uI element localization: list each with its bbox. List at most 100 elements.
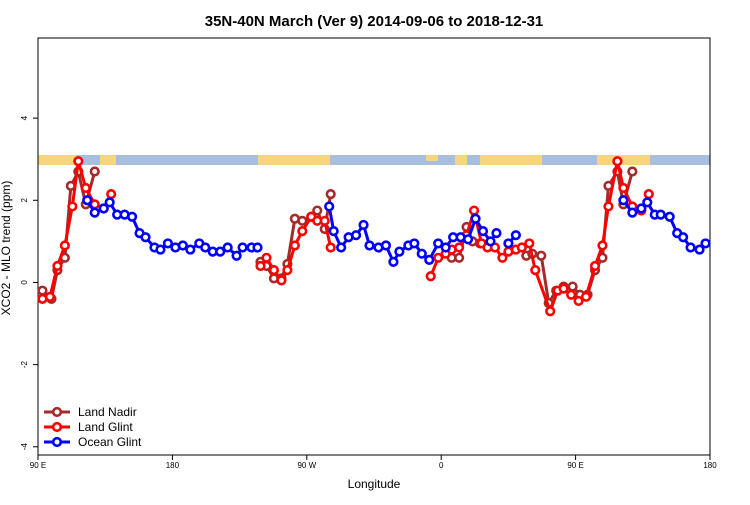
x-tick-label: 180 [703, 461, 717, 470]
data-point [80, 182, 91, 194]
data-point [237, 242, 248, 253]
data-point [336, 242, 347, 253]
data-point [388, 256, 399, 268]
land-band [455, 155, 467, 165]
data-point [700, 238, 711, 249]
data-point [530, 265, 541, 276]
data-point [491, 228, 502, 239]
data-point [416, 248, 427, 259]
legend-label: Land Nadir [78, 405, 137, 419]
land-band [480, 155, 542, 165]
data-point [567, 281, 578, 292]
data-point [106, 189, 117, 200]
data-point [325, 242, 336, 253]
data-point [524, 238, 535, 249]
data-point [324, 201, 335, 212]
data-point [642, 197, 653, 208]
data-point [454, 242, 465, 253]
data-point [255, 260, 266, 272]
data-point [433, 252, 444, 263]
data-point [678, 232, 689, 243]
data-point [185, 244, 196, 255]
data-point [485, 236, 496, 247]
y-tick-label: 0 [20, 280, 29, 285]
data-point [282, 265, 293, 276]
data-point [477, 225, 489, 237]
ocean-band [38, 155, 710, 165]
data-point [685, 242, 696, 253]
data-point [328, 225, 339, 237]
data-point [82, 195, 93, 206]
data-point [297, 225, 308, 237]
data-point [73, 156, 84, 167]
data-point [67, 201, 78, 212]
data-point [312, 205, 323, 216]
y-tick-label: 4 [20, 115, 29, 120]
data-point [597, 240, 608, 251]
data-point [261, 252, 272, 263]
data-point [612, 156, 623, 167]
land-band [258, 155, 330, 165]
x-axis-label: Longitude [348, 477, 401, 491]
data-point [177, 240, 188, 251]
data-point [573, 295, 584, 307]
data-point [297, 215, 308, 226]
data-point [433, 238, 444, 249]
data-point [454, 252, 465, 263]
data-point [655, 209, 666, 220]
legend-label: Ocean Glint [78, 435, 142, 449]
land-band [38, 155, 76, 165]
data-point [424, 254, 435, 265]
data-point [155, 244, 166, 255]
data-point [440, 242, 451, 253]
series-line [525, 170, 634, 305]
data-point [566, 289, 577, 300]
data-point [462, 234, 474, 245]
x-tick-label: 0 [439, 461, 444, 470]
data-point [664, 211, 675, 222]
data-point [215, 246, 226, 257]
data-point [536, 250, 547, 261]
data-point [425, 271, 436, 282]
data-point [268, 265, 280, 276]
data-point [643, 189, 654, 200]
data-point [200, 242, 211, 253]
data-point [325, 189, 336, 200]
data-point [104, 197, 115, 208]
y-axis-label: XCO2 - MLO trend (ppm) [0, 181, 13, 316]
data-point [37, 285, 48, 296]
data-point [162, 238, 174, 249]
x-tick-label: 180 [166, 461, 180, 470]
land-mask-strip [38, 155, 710, 165]
data-point [627, 207, 638, 218]
data-point [89, 207, 100, 218]
legend-marker [51, 421, 63, 433]
x-tick-label: 90 E [30, 461, 46, 470]
data-point [59, 240, 70, 251]
data-point [603, 201, 614, 212]
data-point [580, 291, 592, 302]
data-point [252, 242, 263, 253]
data-point [468, 205, 480, 216]
y-tick-label: -4 [20, 443, 29, 451]
data-point [510, 230, 521, 241]
y-tick-label: 2 [20, 198, 29, 203]
y-tick-label: -2 [20, 361, 29, 369]
data-point [470, 213, 481, 224]
chart-title: 35N-40N March (Ver 9) 2014-09-06 to 2018… [205, 13, 544, 30]
data-point [636, 203, 647, 214]
data-point [98, 203, 109, 214]
data-point [558, 283, 569, 294]
data-point [276, 275, 287, 286]
series [82, 195, 711, 268]
data-point [503, 238, 514, 249]
x-tick-label: 90 W [297, 461, 316, 470]
data-point [350, 230, 362, 241]
data-point [364, 240, 375, 251]
data-point [409, 238, 420, 249]
data-point [394, 246, 405, 257]
data-point [589, 260, 601, 272]
data-point [497, 252, 508, 263]
x-tick-label: 90 E [567, 461, 583, 470]
